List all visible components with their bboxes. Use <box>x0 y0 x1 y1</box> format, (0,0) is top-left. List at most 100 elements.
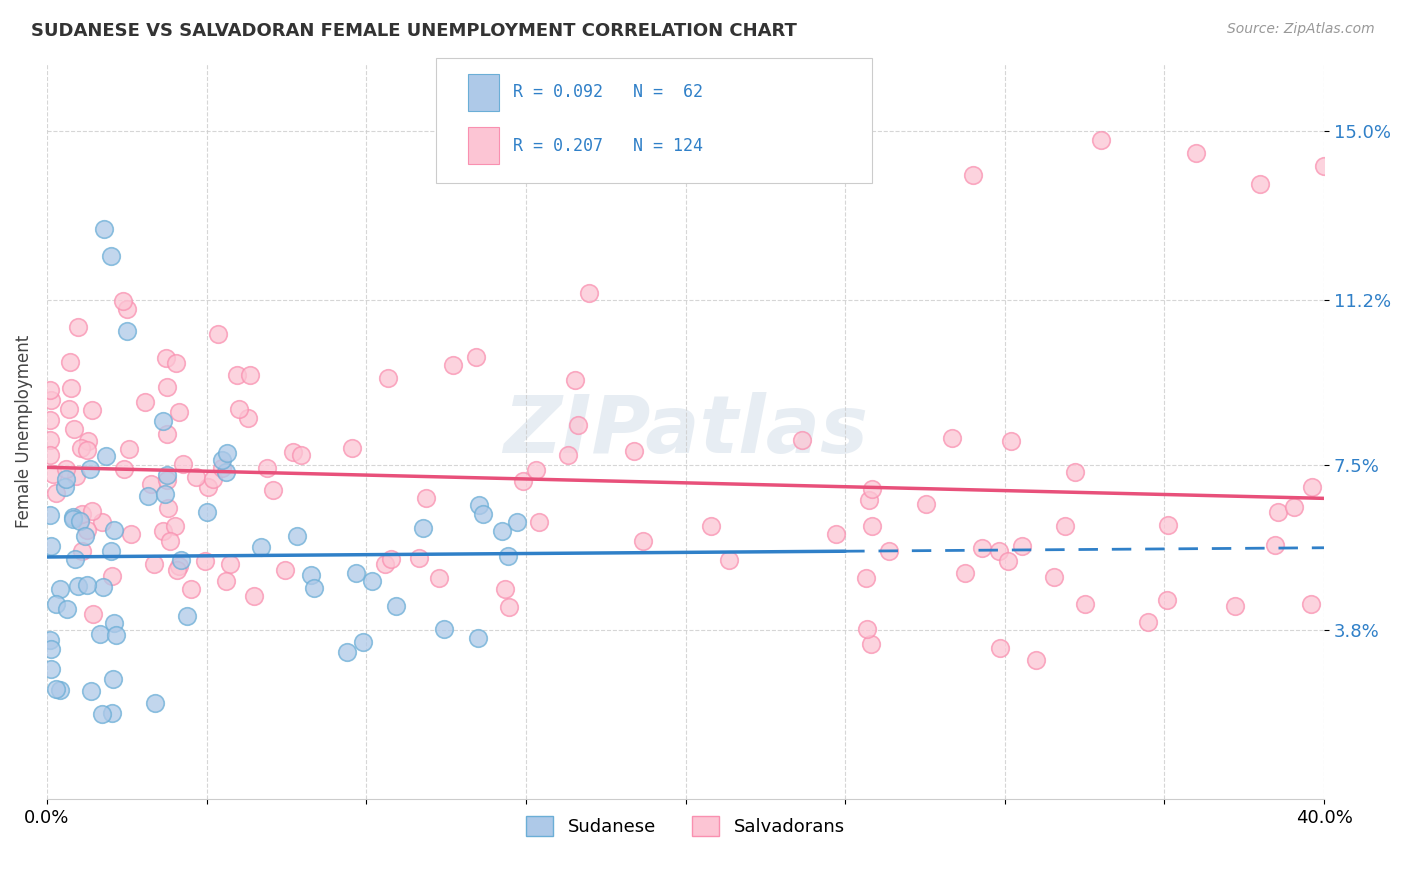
Point <box>1137 615 1160 629</box>
Text: SUDANESE VS SALVADORAN FEMALE UNEMPLOYMENT CORRELATION CHART: SUDANESE VS SALVADORAN FEMALE UNEMPLOYME… <box>31 22 797 40</box>
Point <box>112 293 135 308</box>
Point <box>299 568 322 582</box>
Point <box>1157 517 1180 532</box>
Point <box>112 462 135 476</box>
Point <box>506 515 529 529</box>
Point <box>79 462 101 476</box>
Point <box>344 566 367 581</box>
Point <box>45 486 67 500</box>
Point <box>578 285 600 300</box>
Point <box>155 487 177 501</box>
Point <box>465 350 488 364</box>
Point <box>170 552 193 566</box>
Point <box>972 541 994 556</box>
Point <box>218 557 240 571</box>
Point <box>42 467 65 482</box>
Point <box>39 508 62 522</box>
Point <box>152 414 174 428</box>
Point <box>39 633 62 648</box>
Point <box>304 581 326 595</box>
Point <box>1299 597 1322 611</box>
Point <box>825 527 848 541</box>
Point <box>211 461 233 475</box>
Point <box>70 544 93 558</box>
Point <box>62 512 84 526</box>
Point <box>790 433 813 447</box>
Point <box>197 480 219 494</box>
Point <box>166 563 188 577</box>
Point <box>441 358 464 372</box>
Point <box>377 370 399 384</box>
Point <box>1249 178 1271 192</box>
Point <box>498 549 520 563</box>
Point <box>72 507 94 521</box>
Point <box>80 403 103 417</box>
Point <box>82 607 104 622</box>
Point <box>91 580 114 594</box>
Point <box>39 539 62 553</box>
Point <box>374 557 396 571</box>
Point <box>529 515 551 529</box>
Point <box>159 533 181 548</box>
Point <box>80 504 103 518</box>
Point <box>152 524 174 538</box>
Point <box>340 441 363 455</box>
Point <box>194 554 217 568</box>
Point <box>256 461 278 475</box>
Point <box>472 507 495 521</box>
Text: R = 0.207   N = 124: R = 0.207 N = 124 <box>513 136 703 154</box>
Point <box>567 417 589 432</box>
Point <box>700 519 723 533</box>
Text: R = 0.092   N =  62: R = 0.092 N = 62 <box>513 84 703 102</box>
Point <box>1063 466 1085 480</box>
Point <box>53 480 76 494</box>
Point <box>59 354 82 368</box>
Point <box>45 597 67 611</box>
Point <box>236 411 259 425</box>
Point <box>564 373 586 387</box>
Point <box>77 434 100 449</box>
Point <box>105 628 128 642</box>
Point <box>65 469 87 483</box>
Point <box>89 627 111 641</box>
Point <box>468 498 491 512</box>
Point <box>412 521 434 535</box>
Point <box>718 553 741 567</box>
Point <box>115 324 138 338</box>
Point <box>163 519 186 533</box>
Point <box>274 563 297 577</box>
Point <box>1264 538 1286 552</box>
Point <box>62 422 84 436</box>
Point <box>156 380 179 394</box>
Point <box>90 515 112 529</box>
Point <box>70 442 93 456</box>
Point <box>352 634 374 648</box>
Point <box>202 471 225 485</box>
Point <box>156 501 179 516</box>
Point <box>103 615 125 630</box>
Point <box>953 566 976 580</box>
Point <box>623 444 645 458</box>
Point <box>76 443 98 458</box>
Point <box>103 523 125 537</box>
Point <box>962 169 984 183</box>
Point <box>45 681 67 696</box>
Point <box>156 473 179 487</box>
Point <box>285 529 308 543</box>
Point <box>167 558 190 573</box>
Point <box>1025 653 1047 667</box>
Point <box>101 706 124 721</box>
Point <box>93 222 115 236</box>
Point <box>90 706 112 721</box>
Point <box>56 602 79 616</box>
Point <box>361 574 384 588</box>
Point <box>76 578 98 592</box>
Point <box>134 395 156 409</box>
Point <box>467 631 489 645</box>
Point <box>415 491 437 506</box>
Point <box>498 599 520 614</box>
Point <box>155 351 177 365</box>
Point <box>69 514 91 528</box>
Point <box>142 558 165 572</box>
Point <box>858 492 880 507</box>
